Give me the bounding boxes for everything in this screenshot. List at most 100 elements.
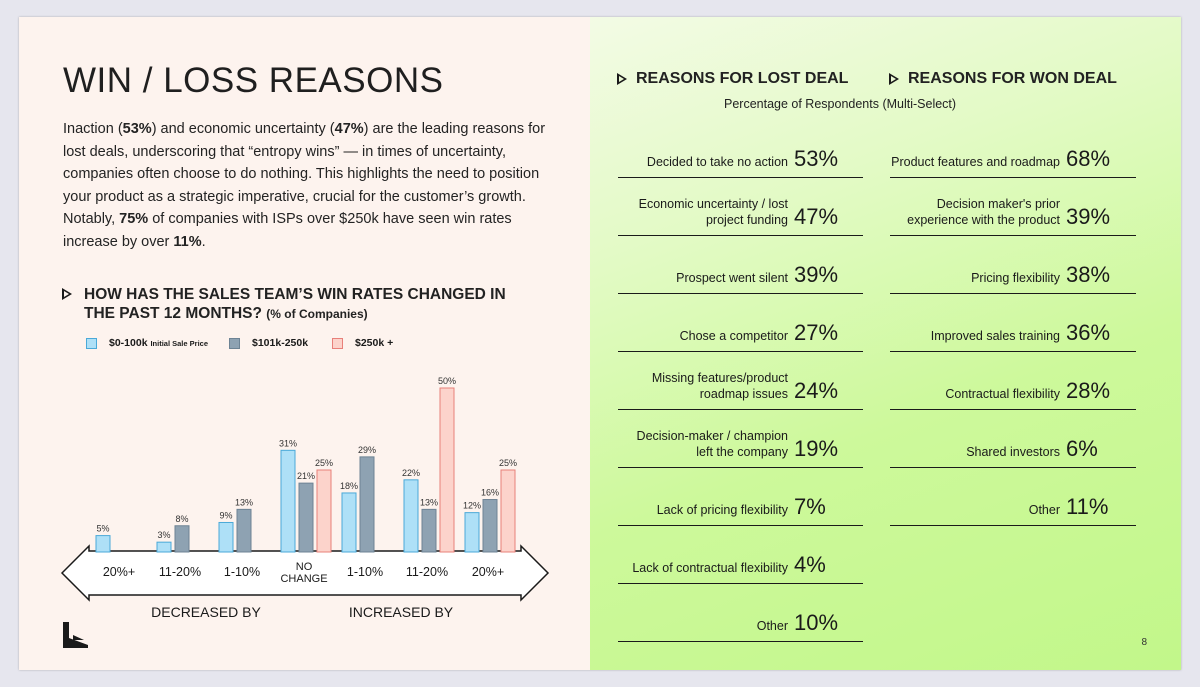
reason-percent: 24%: [794, 378, 839, 403]
bar-value-label: 5%: [96, 524, 109, 534]
bar: [439, 387, 455, 553]
bar-value-label: 29%: [358, 445, 376, 455]
slide: WIN / LOSS REASONS Inaction (53%) and ec…: [19, 17, 1181, 670]
reason-label: Missing features/product roadmap issues: [651, 371, 788, 401]
bar-value-label: 21%: [297, 471, 315, 481]
reason-row: Prospect went silent 39%: [618, 238, 863, 294]
reason-row: Lack of contractual flexibility 4%: [618, 528, 863, 584]
chart-subheading: Percentage of Respondents (Multi-Select): [724, 97, 957, 111]
reason-row: Decision maker's prior experience with t…: [890, 180, 1136, 236]
chart-heading-sub: (% of Companies): [266, 307, 368, 321]
lost-deal-heading-text: REASONS FOR LOST DEAL: [636, 70, 849, 87]
category-label: 20%+: [103, 565, 135, 579]
axis-arrow: [60, 544, 550, 602]
reason-label: Decision-maker / champion left the compa…: [636, 429, 788, 459]
intro-paragraph: Inaction (53%) and economic uncertainty …: [63, 118, 563, 254]
reason-percent: 6%: [1066, 436, 1098, 461]
legend-swatch: [332, 337, 343, 349]
reason-row: Product features and roadmap 68%: [890, 122, 1136, 178]
reason-percent: 39%: [1066, 204, 1111, 229]
category-label: 1-10%: [347, 565, 383, 579]
won-deal-heading-text: REASONS FOR WON DEAL: [908, 70, 1117, 87]
axis-group-label: DECREASED BY: [151, 604, 261, 620]
bar-value-label: 25%: [315, 458, 333, 468]
reason-label: Decision maker's prior experience with t…: [907, 197, 1060, 227]
intro-highlight: 75%: [119, 211, 149, 228]
company-logo-icon: [63, 622, 88, 648]
reason-row: Economic uncertainty / lost project fund…: [618, 180, 863, 236]
bar-value-label: 22%: [402, 468, 420, 478]
bar-value-label: 3%: [157, 530, 170, 540]
intro-highlight: 53%: [122, 121, 152, 137]
reason-percent: 39%: [794, 262, 839, 287]
reason-row: Chose a competitor 27%: [618, 296, 863, 352]
reason-percent: 11%: [1066, 494, 1109, 519]
bar: [500, 469, 516, 553]
chart-heading-main: HOW HAS THE SALES TEAM’S WIN RATES CHANG…: [84, 286, 506, 322]
reason-row: Missing features/product roadmap issues 2…: [618, 354, 863, 410]
category-label: 20%+: [472, 565, 504, 579]
intro-text: .: [201, 233, 206, 250]
reason-row: Pricing flexibility 38%: [890, 238, 1136, 294]
bar: [236, 508, 252, 553]
category-label: 11-20%: [159, 565, 201, 579]
reason-label: Contractual flexibility: [945, 386, 1060, 401]
bar-value-label: 16%: [481, 488, 499, 498]
bar-value-label: 12%: [463, 501, 481, 511]
legend-swatch: [229, 337, 240, 349]
reason-label: Lack of pricing flexibility: [656, 502, 788, 517]
lost-deal-heading: REASONS FOR LOST DEAL: [617, 70, 848, 88]
reason-row: Shared investors 6%: [890, 412, 1136, 468]
intro-highlight: 11%: [173, 233, 202, 250]
axis-group-label: INCREASED BY: [349, 604, 454, 620]
bar: [421, 508, 437, 553]
category-label: 1-10%: [224, 565, 260, 579]
legend-swatch: [86, 337, 97, 349]
page-title: WIN / LOSS REASONS: [63, 61, 444, 100]
reason-label: Lack of contractual flexibility: [632, 560, 788, 575]
legend-item: $0-100k Initial Sale Price: [86, 337, 208, 349]
bar: [95, 535, 111, 553]
legend-item: $101k-250k: [229, 337, 308, 349]
reason-label: Other: [756, 618, 788, 633]
bar-value-label: 18%: [340, 481, 358, 491]
reason-percent: 38%: [1066, 262, 1111, 287]
bar: [280, 449, 296, 553]
legend-item: $250k +: [332, 337, 393, 349]
bar-value-label: 13%: [420, 497, 438, 507]
bar: [316, 469, 332, 553]
reason-label: Prospect went silent: [676, 270, 788, 285]
bar: [359, 456, 375, 553]
bar: [174, 525, 190, 553]
category-label: 11-20%: [406, 565, 448, 579]
category-label: CHANGE: [280, 573, 327, 585]
reason-row: Lack of pricing flexibility 7%: [618, 470, 863, 526]
reason-percent: 10%: [794, 610, 839, 635]
bar: [341, 492, 357, 553]
bar-value-label: 50%: [438, 376, 456, 386]
bar-value-label: 13%: [235, 497, 253, 507]
bar: [156, 541, 172, 553]
reason-label: Other: [1028, 502, 1060, 517]
reason-percent: 36%: [1066, 320, 1111, 345]
intro-text: of companies with ISPs over $250k have s…: [63, 211, 512, 250]
win-rate-bar-chart: 5%20%+3%8%11-20%9%13%1-10%31%21%25%NOCHA…: [60, 376, 550, 620]
reason-label: Decided to take no action: [646, 154, 788, 169]
reason-label: Economic uncertainty / lost project fund…: [638, 197, 788, 227]
legend-note: Initial Sale Price: [150, 338, 208, 348]
bar: [464, 512, 480, 553]
play-triangle-icon: [62, 288, 72, 300]
intro-highlight: 47%: [334, 121, 364, 137]
bar-value-label: 9%: [219, 510, 232, 520]
reason-percent: 28%: [1066, 378, 1111, 403]
reason-row: Contractual flexibility 28%: [890, 354, 1136, 410]
bar: [403, 479, 419, 553]
intro-text: ) and economic uncertainty (: [151, 121, 335, 137]
category-label: NO: [296, 561, 313, 573]
reason-percent: 53%: [794, 146, 839, 171]
reason-percent: 68%: [1066, 146, 1111, 171]
intro-text: Inaction (: [63, 121, 123, 137]
legend-label: $0-100k: [109, 337, 148, 349]
legend-label: $250k +: [355, 337, 394, 349]
reason-label: Improved sales training: [930, 328, 1060, 343]
